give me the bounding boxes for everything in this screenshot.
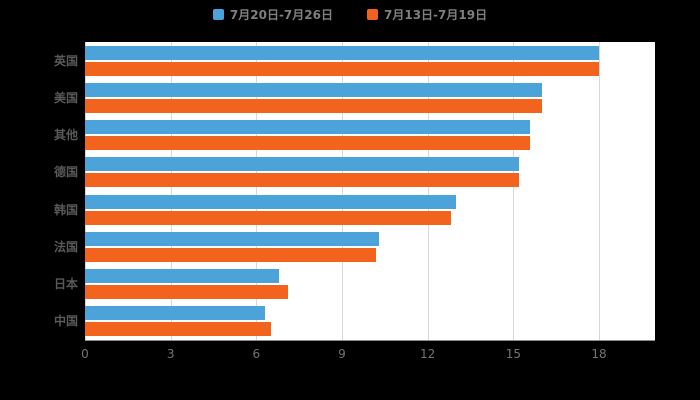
grid-line xyxy=(85,42,86,340)
grid-line xyxy=(599,42,600,340)
y-category-label: 其他 xyxy=(53,128,78,143)
y-category-label: 韩国 xyxy=(53,202,78,217)
bar-orange xyxy=(85,210,451,225)
legend-item-week-jul20-26[interactable]: 7月20日-7月26日 xyxy=(212,6,333,23)
legend-label-week-jul20-26: 7月20日-7月26日 xyxy=(229,8,333,22)
legend: 7月20日-7月26日 7月13日-7月19日 xyxy=(0,6,700,23)
bar-blue xyxy=(85,194,457,209)
grid-line xyxy=(513,42,515,340)
y-category-label: 法国 xyxy=(53,239,78,254)
x-tick-label: 9 xyxy=(338,347,346,361)
x-tick-label: 0 xyxy=(81,347,89,361)
y-category-label: 日本 xyxy=(53,277,78,292)
bar-orange xyxy=(85,61,599,76)
bar-orange xyxy=(85,98,542,113)
legend-label-week-jul13-19: 7月13日-7月19日 xyxy=(384,8,488,22)
grid-line xyxy=(427,42,429,340)
bar-blue xyxy=(85,231,380,246)
bar-orange xyxy=(85,322,271,337)
bar-blue xyxy=(85,45,599,60)
bar-blue xyxy=(85,306,265,321)
x-tick-label: 12 xyxy=(420,347,436,361)
bar-orange xyxy=(85,136,531,151)
y-category-label: 中国 xyxy=(53,314,78,329)
legend-item-week-jul13-19[interactable]: 7月13日-7月19日 xyxy=(367,6,487,23)
bar-blue xyxy=(85,269,280,284)
bar-orange xyxy=(85,173,520,188)
bar-blue xyxy=(85,82,542,97)
x-tick-label: 3 xyxy=(166,347,175,361)
y-category-label: 德国 xyxy=(53,165,78,180)
y-category-label: 美国 xyxy=(53,90,78,105)
legend-swatch-orange xyxy=(367,9,378,20)
plot-area xyxy=(85,42,655,341)
bar-orange xyxy=(85,247,377,262)
legend-swatch-blue xyxy=(212,9,224,20)
x-tick-label: 6 xyxy=(252,347,261,361)
grid-line xyxy=(170,42,172,340)
grid-line xyxy=(256,42,258,340)
bar-blue xyxy=(85,157,520,172)
bar-blue xyxy=(85,120,531,135)
grid-line xyxy=(342,42,343,340)
bar-orange xyxy=(85,285,288,300)
x-tick-label: 15 xyxy=(505,347,521,361)
y-category-label: 英国 xyxy=(53,53,78,68)
x-tick-label: 18 xyxy=(591,347,607,361)
